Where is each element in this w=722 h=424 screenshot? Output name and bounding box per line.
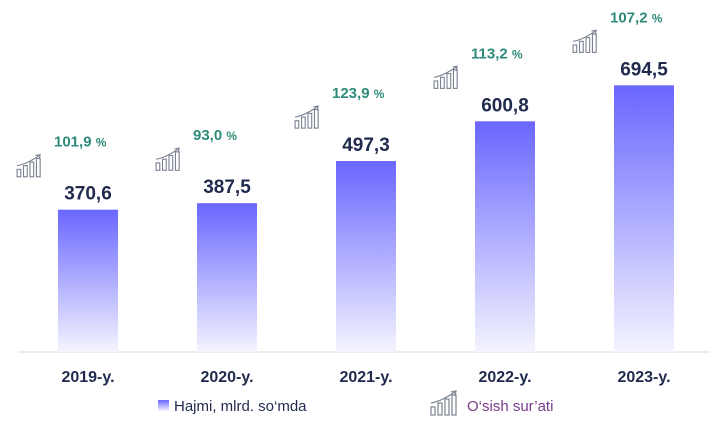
x-tick-label-1: 2020-y.	[200, 369, 253, 386]
growth-icon-4	[572, 29, 597, 53]
growth-unit-4: %	[652, 11, 663, 25]
x-tick-label-0: 2019-y.	[61, 369, 114, 386]
value-label-3: 600,8	[481, 95, 529, 116]
legend-growth-icon	[430, 390, 457, 416]
growth-unit-2: %	[374, 87, 385, 101]
bar-3	[475, 121, 535, 352]
growth-label-0: 101,9 %	[54, 134, 107, 151]
bar-1	[197, 203, 257, 352]
growth-unit-0: %	[96, 136, 107, 150]
legend-label-volume: Hajmi, mlrd. so‘mda	[174, 398, 307, 415]
bars-group	[58, 85, 674, 352]
value-label-2: 497,3	[342, 135, 390, 156]
value-label-1: 387,5	[203, 177, 251, 198]
growth-unit-3: %	[512, 47, 523, 61]
value-label-0: 370,6	[64, 184, 112, 205]
x-tick-label-4: 2023-y.	[617, 369, 670, 386]
growth-icon-2	[294, 105, 319, 129]
bar-0	[58, 209, 118, 352]
bar-4	[614, 85, 674, 352]
growth-icon-1	[155, 147, 180, 171]
legend-swatch-volume	[158, 400, 169, 411]
growth-label-2: 123,9 %	[332, 85, 385, 102]
growth-icon-3	[433, 65, 458, 89]
legend: Hajmi, mlrd. so‘mda O‘sish sur’ati	[158, 390, 553, 416]
bar-2	[336, 161, 396, 352]
growth-labels-group: 101,9 % 93,0 % 123,9 % 113,2 % 107,2 %	[16, 9, 663, 178]
x-tick-label-3: 2022-y.	[478, 369, 531, 386]
legend-label-growth: O‘sish sur’ati	[467, 398, 553, 415]
growth-label-4: 107,2 %	[610, 9, 663, 26]
growth-label-1: 93,0 %	[193, 127, 237, 144]
value-labels-group: 370,6 387,5 497,3 600,8 694,5	[64, 59, 668, 204]
x-tick-labels-group: 2019-y. 2020-y. 2021-y. 2022-y. 2023-y.	[61, 369, 670, 386]
x-tick-label-2: 2021-y.	[339, 369, 392, 386]
growth-unit-1: %	[226, 129, 237, 143]
value-label-4: 694,5	[620, 59, 668, 80]
growth-label-3: 113,2 %	[471, 45, 523, 62]
growth-icon-0	[16, 154, 41, 178]
